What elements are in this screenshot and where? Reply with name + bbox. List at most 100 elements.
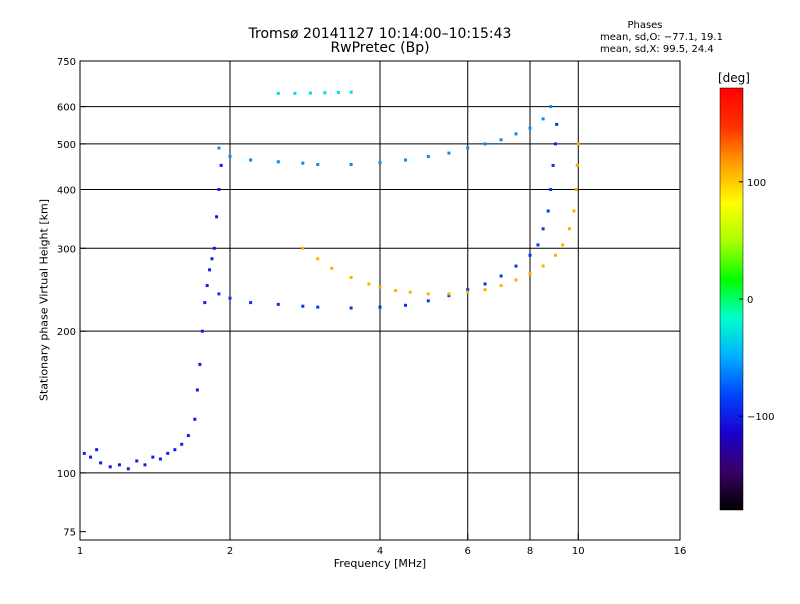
data-point [89,455,93,459]
data-point [349,276,353,280]
colorbar-tick-label: 100 [747,178,766,189]
y-tick-label: 200 [57,327,76,338]
data-point [394,289,398,293]
data-point [378,161,382,165]
data-point [173,448,177,452]
data-point [158,457,162,461]
data-point [210,257,214,261]
data-point [528,272,532,276]
data-point [195,388,199,392]
data-point [541,264,545,268]
data-point [528,126,532,130]
data-point [217,187,221,191]
data-point [528,253,532,257]
data-point [408,290,412,294]
data-point [180,442,184,446]
data-point [499,274,503,278]
data-point [514,264,518,268]
data-point [249,301,253,305]
data-point [217,146,221,150]
data-point [378,285,382,289]
data-point [135,459,139,463]
data-point [193,417,197,421]
data-point [143,463,147,467]
data-point [546,209,550,213]
data-point [166,451,170,455]
y-tick-label: 400 [57,185,76,196]
data-point [349,90,353,94]
data-point [514,278,518,282]
data-point [276,160,280,164]
data-point [198,362,202,366]
data-point [215,215,219,219]
phases-heading: Phases [627,20,663,31]
data-point [99,461,103,465]
data-point [447,294,451,298]
data-point [249,158,253,162]
data-point [308,91,312,95]
y-tick-label: 500 [57,140,76,151]
data-point [212,246,216,250]
y-tick-label: 75 [63,528,76,539]
y-axis-label: Stationary phase Virtual Height [km] [37,198,51,402]
data-point [483,142,487,146]
data-point [349,163,353,167]
x-tick-label: 2 [227,546,233,557]
data-point [276,91,280,95]
data-point [108,465,112,469]
data-point [205,284,209,288]
data-point [576,142,580,146]
data-point [316,305,320,309]
data-point [293,91,297,95]
data-point [549,187,553,191]
data-point [323,91,327,95]
data-point [151,455,155,459]
data-point [553,253,557,257]
colorbar-tick-label: −100 [747,412,774,423]
chart-subtitle: RwPretec (Bp) [330,40,430,56]
data-point [276,302,280,306]
data-point [301,161,305,165]
x-axis-label: Frequency [MHz] [333,557,427,570]
data-point [541,227,545,231]
data-point [301,304,305,308]
data-point [555,122,559,126]
data-point [301,246,305,250]
data-point [82,451,86,455]
phases-o-stats: mean, sd,O: −77.1, 19.1 [600,32,723,43]
data-point [95,448,99,452]
data-point [574,187,578,191]
data-point [466,290,470,294]
data-point [572,209,576,213]
data-point [117,463,121,467]
data-point [367,282,371,286]
data-point [426,155,430,159]
data-point [553,142,557,146]
data-point [330,266,334,270]
data-point [466,146,470,150]
data-point [403,303,407,307]
data-point [466,288,470,292]
x-tick-label: 10 [572,546,585,557]
chart-title: Tromsø 20141127 10:14:00–10:15:43 [248,26,512,42]
data-point [336,90,340,94]
y-tick-label: 100 [57,469,76,480]
data-point [203,301,207,305]
data-point [378,305,382,309]
x-tick-label: 6 [465,546,471,557]
data-point [483,288,487,292]
data-point [447,292,451,296]
colorbar-tick-label: 0 [747,295,753,306]
data-point [208,268,212,272]
data-point [499,138,503,142]
data-point [561,243,565,247]
data-point [186,434,190,438]
data-point [426,299,430,303]
data-point [403,158,407,162]
data-point [126,467,130,471]
data-point [316,257,320,261]
data-point [316,163,320,167]
data-point [499,284,503,288]
